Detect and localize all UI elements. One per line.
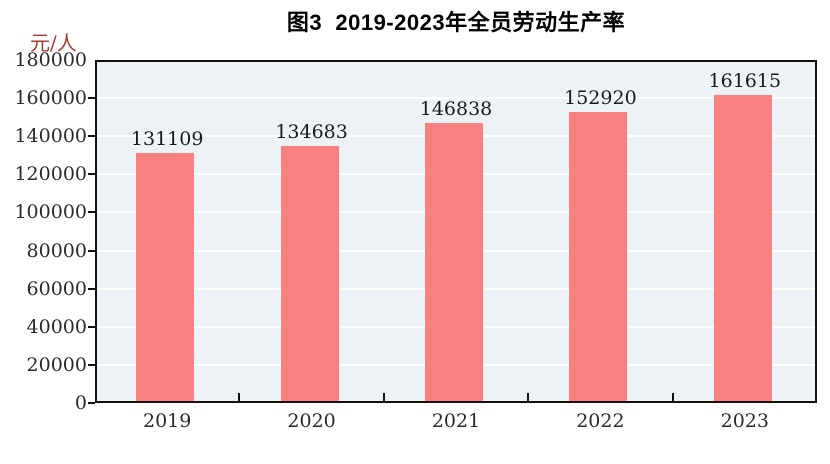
x-tick-label: 2021 <box>431 410 481 432</box>
x-tick-mark <box>527 393 530 403</box>
y-tick-label: 160000 <box>14 87 87 110</box>
y-tick-label: 60000 <box>26 277 87 300</box>
y-tick-mark <box>88 211 95 214</box>
bar-value-label: 134683 <box>275 121 348 144</box>
y-tick-mark <box>88 249 95 252</box>
y-tick-label: 140000 <box>14 125 87 148</box>
x-tick-label: 2020 <box>287 410 336 432</box>
y-tick-label: 0 <box>74 392 87 414</box>
x-tick-label: 2022 <box>576 410 625 432</box>
y-tick-mark <box>88 402 95 404</box>
y-tick-mark <box>88 325 95 328</box>
y-tick-label: 80000 <box>26 239 87 262</box>
y-tick-mark <box>88 173 95 176</box>
y-tick-label: 180000 <box>14 49 87 71</box>
bar-value-label: 131109 <box>130 128 204 151</box>
gridline <box>95 97 817 100</box>
plot-area <box>95 60 817 403</box>
bar-2023 <box>713 95 772 403</box>
bar-2021 <box>425 123 483 403</box>
x-tick-mark <box>238 393 241 403</box>
chart-title: 图3 2019-2023年全员劳动生产率 <box>286 10 626 35</box>
y-tick-label: 40000 <box>26 315 87 338</box>
x-tick-mark <box>382 393 385 403</box>
bar-2019 <box>136 153 195 403</box>
bar-value-label: 146838 <box>419 98 493 121</box>
bar-value-label: 161615 <box>708 70 782 93</box>
bar-2022 <box>569 111 628 403</box>
bar-value-label: 152920 <box>564 86 637 109</box>
x-tick-label: 2023 <box>720 410 769 432</box>
y-tick-mark <box>88 287 95 290</box>
x-tick-mark <box>671 393 674 403</box>
y-tick-label: 100000 <box>14 201 87 224</box>
y-tick-mark <box>88 97 95 100</box>
y-tick-label: 20000 <box>26 353 87 376</box>
y-tick-mark <box>88 135 95 138</box>
bar-2020 <box>280 146 339 403</box>
y-tick-mark <box>88 363 95 366</box>
y-axis-unit-label: 元/人 <box>30 31 77 55</box>
x-tick-label: 2019 <box>143 410 192 432</box>
y-tick-label: 120000 <box>14 163 87 186</box>
